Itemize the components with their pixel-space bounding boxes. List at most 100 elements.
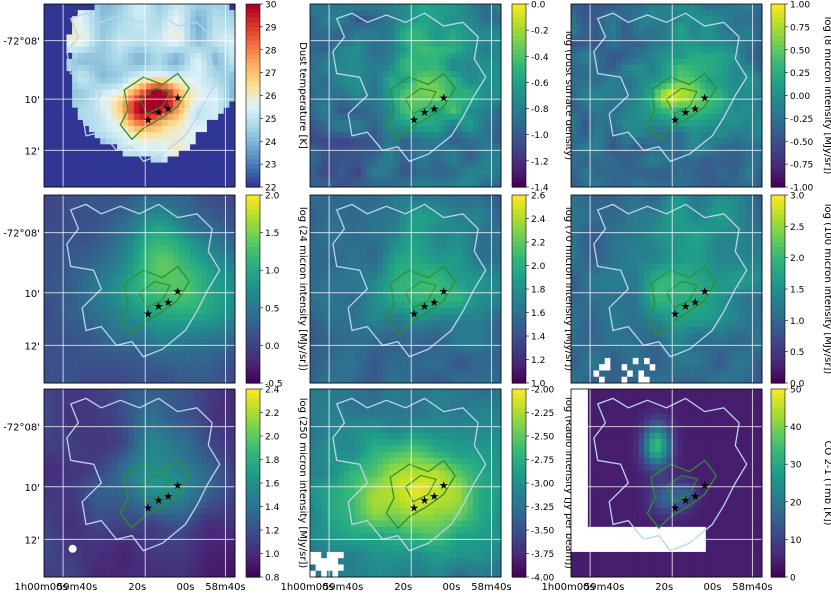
contour-outer <box>332 203 487 358</box>
colorbar-frame <box>770 388 786 578</box>
colorbar-dust-temperature: 30 29 28 27 26 25 24 23 22 Dust temperature [K] <box>245 1 308 194</box>
colorbar-tick-label: 1.0 <box>531 380 546 390</box>
colorbar-tick-label: 0.8 <box>265 574 280 584</box>
contour-inner <box>646 265 717 336</box>
star-marker: ★ <box>163 296 173 309</box>
star-marker: ★ <box>429 296 439 309</box>
star-marker: ★ <box>670 113 680 126</box>
star-marker: ★ <box>690 490 700 503</box>
star-marker: ★ <box>143 307 153 320</box>
star-marker: ★ <box>681 300 691 313</box>
ra-tick-label: 59m40s <box>57 582 97 593</box>
contour-outer <box>66 203 221 358</box>
colorbar-tick-label: -0.75 <box>790 161 813 171</box>
star-marker: ★ <box>439 91 449 104</box>
star-marker: ★ <box>154 300 164 313</box>
dec-tick-label: 12' <box>25 146 40 157</box>
star-marker: ★ <box>700 479 710 492</box>
panel-24-micron: ★★ ★★-72°08'10'12'2.01.51.00.50.0-0.5log … <box>3 192 308 390</box>
star-marker: ★ <box>409 113 419 126</box>
star-marker: ★ <box>670 307 680 320</box>
star-marker: ★ <box>154 494 164 507</box>
star-marker: ★ <box>439 479 449 492</box>
contour-inner <box>385 72 456 141</box>
colorbar-tick-label: -0.8 <box>531 105 549 115</box>
colorbar-tick-label: 1.00 <box>790 1 810 11</box>
panel-frame <box>43 388 236 578</box>
ra-tick-label: 1h00m00s <box>542 582 595 593</box>
colorbar-tick-label: 0.50 <box>790 46 810 56</box>
colorbar-tick-label: -1.00 <box>790 184 814 194</box>
ra-tick-label: 1h00m00s <box>15 582 68 593</box>
colorbar-tick-label: 1.6 <box>531 309 546 319</box>
dec-tick-label: 12' <box>25 535 40 546</box>
contour-outer <box>332 397 487 552</box>
colorbar-250-micron: 2.4 2.2 2.0 1.8 1.6 1.4 1.2 1.0 0.8 log (250 micr… <box>245 386 308 584</box>
panel-frame <box>43 194 236 384</box>
colorbar-label: log (100 micron intensity [MJy/sr]) <box>822 204 831 375</box>
colorbar-tick-label: -3.75 <box>531 550 554 560</box>
star-marker: ★ <box>420 106 430 119</box>
colorbar-100-micron: 3.0 2.5 2.0 1.5 1.0 0.5 0.0 log (100 micron int… <box>770 192 831 390</box>
colorbar-tick-label: -0.25 <box>790 115 813 125</box>
star-marker: ★ <box>143 113 153 126</box>
panel-dust-temperature: ★★ ★★-72°08'10'12'302928272625242322Dust … <box>3 1 308 194</box>
colorbar-70-micron: 2.6 2.4 2.2 2.0 1.8 1.6 1.4 1.2 1.0 log (70 micro… <box>511 192 574 390</box>
colorbar-label: CO 2-1 (Tmb [K]) <box>822 440 831 525</box>
colorbar-tick-label: 20 <box>790 498 802 508</box>
colorbar-co-2-1: 50 40 30 20 10 0 CO 2-1 (Tmb [K]) <box>770 386 831 584</box>
colorbar-tick-label: 0 <box>790 574 796 584</box>
heatmap-100-micron <box>571 195 763 384</box>
star-marker: ★ <box>670 501 680 514</box>
colorbar-tick-label: -0.2 <box>531 27 549 37</box>
contour-outer <box>66 397 221 552</box>
star-marker: ★ <box>690 102 700 115</box>
colorbar-tick-label: 2.0 <box>265 433 280 443</box>
colorbar-tick-label: 28 <box>265 46 277 56</box>
ra-tick-label: 1h00m00s <box>281 582 334 593</box>
dec-tick-label: -72°08' <box>3 423 40 434</box>
star-marker: ★ <box>690 296 700 309</box>
star-marker: ★ <box>163 490 173 503</box>
colorbar-tick-label: 2.4 <box>531 215 546 225</box>
colorbar-tick-label: 1.5 <box>790 286 804 296</box>
star-marker: ★ <box>409 501 419 514</box>
ra-tick-label: 00s <box>442 582 460 593</box>
contour-outer <box>593 203 748 358</box>
dec-tick-label: 10' <box>25 289 40 300</box>
contour-inner <box>646 72 717 141</box>
ra-tick-label: 58m40s <box>471 582 511 593</box>
dec-tick-label: -72°08' <box>3 229 40 240</box>
colorbar-8-micron: 1.00 0.75 0.50 0.25 0.00 -0.25 -0.50 -0.75 -1.00… <box>770 1 831 194</box>
colorbar-label: log (Radio intensity [Jy per beam]) <box>563 397 574 569</box>
star-marker: ★ <box>173 479 183 492</box>
contour-inner <box>646 459 717 530</box>
colorbar-tick-label: 1.5 <box>265 229 279 239</box>
colorbar-tick-label: 2.0 <box>790 254 805 264</box>
contour-inner <box>385 265 456 336</box>
colorbar-tick-label: 24 <box>265 138 277 148</box>
colorbar-tick-label: -3.00 <box>531 480 555 490</box>
dec-tick-label: 12' <box>25 341 40 352</box>
panel-frame <box>309 194 502 384</box>
star-marker: ★ <box>154 106 164 119</box>
colorbar-tick-label: 1.8 <box>531 286 546 296</box>
colorbar-tick-label: 3.0 <box>790 192 805 202</box>
colorbar-tick-label: 0.0 <box>531 1 546 11</box>
colorbar-tick-label: -1.4 <box>531 184 549 194</box>
colorbar-tick-label: -1.2 <box>531 157 549 167</box>
heatmap-radio <box>310 389 502 578</box>
colorbar-label: log (24 micron intensity [MJy/sr]) <box>297 207 308 371</box>
colorbar-tick-label: 10 <box>790 536 802 546</box>
colorbar-tick-label: 23 <box>265 161 276 171</box>
colorbar-tick-label: 2.6 <box>531 192 546 202</box>
colorbar-tick-label: 1.0 <box>790 317 805 327</box>
heatmap-dust-surface-density <box>310 4 502 188</box>
colorbar-tick-label: 0.5 <box>790 348 804 358</box>
heatmap-70-micron <box>310 195 502 384</box>
